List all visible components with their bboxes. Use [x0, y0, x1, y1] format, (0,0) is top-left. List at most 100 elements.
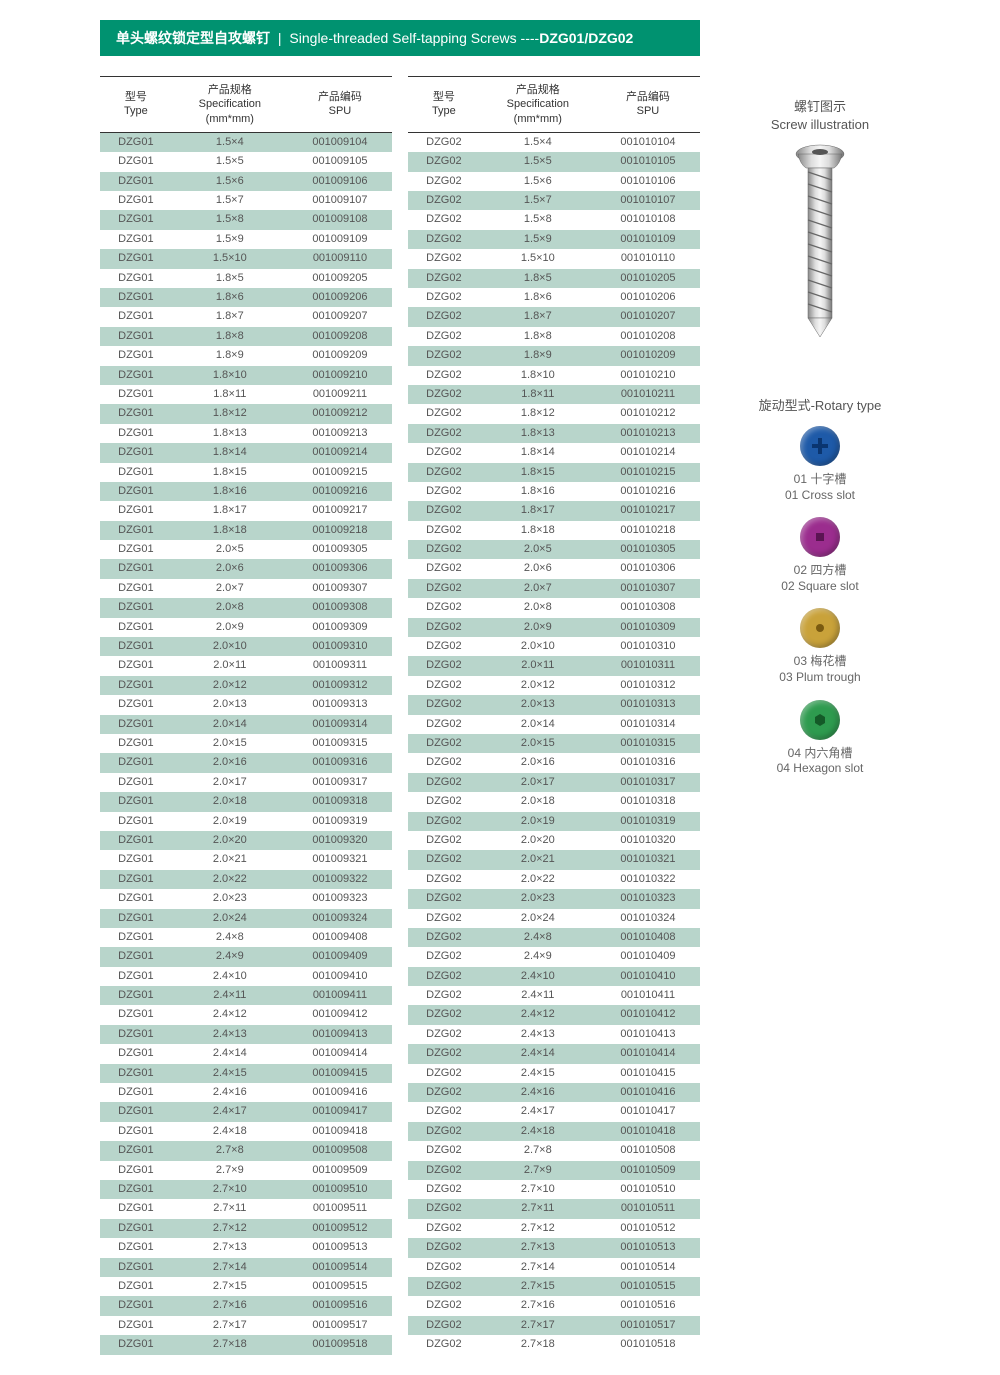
cell-spec: 1.8×15: [480, 463, 596, 482]
table-row: DZG022.0×13001010313: [408, 695, 700, 714]
cell-type: DZG02: [408, 346, 480, 365]
table-row: DZG012.0×10001009310: [100, 637, 392, 656]
cell-type: DZG02: [408, 831, 480, 850]
cell-spu: 001010209: [596, 346, 700, 365]
table-row: DZG021.5×5001010105: [408, 152, 700, 171]
table-row: DZG022.4×16001010416: [408, 1083, 700, 1102]
cell-spec: 1.8×14: [172, 443, 288, 462]
cell-spu: 001010107: [596, 191, 700, 210]
cell-spec: 2.0×12: [172, 676, 288, 695]
cell-spu: 001009315: [288, 734, 392, 753]
cell-spec: 2.7×18: [172, 1335, 288, 1354]
cell-type: DZG02: [408, 540, 480, 559]
cell-spu: 001010315: [596, 734, 700, 753]
table-row: DZG022.0×10001010310: [408, 637, 700, 656]
rotary-item: 04 内六角槽04 Hexagon slot: [720, 700, 920, 777]
cell-type: DZG01: [100, 210, 172, 229]
screw-icon: [790, 142, 850, 342]
cell-type: DZG02: [408, 618, 480, 637]
cell-spec: 2.7×12: [480, 1219, 596, 1238]
table-row: DZG021.8×15001010215: [408, 463, 700, 482]
cell-spu: 001010306: [596, 559, 700, 578]
cell-type: DZG02: [408, 288, 480, 307]
cell-type: DZG02: [408, 1122, 480, 1141]
cell-spu: 001010412: [596, 1005, 700, 1024]
cell-spec: 1.5×10: [172, 249, 288, 268]
cell-type: DZG01: [100, 152, 172, 171]
cell-type: DZG02: [408, 870, 480, 889]
cell-type: DZG01: [100, 1219, 172, 1238]
cell-type: DZG01: [100, 773, 172, 792]
cell-spu: 001010207: [596, 307, 700, 326]
cell-spec: 2.0×22: [480, 870, 596, 889]
cell-type: DZG02: [408, 812, 480, 831]
col-type: 型号Type: [408, 77, 480, 133]
illus-title-en: Screw illustration: [720, 117, 920, 132]
rotary-title: 旋动型式-Rotary type: [720, 395, 920, 414]
cell-spec: 1.5×7: [172, 191, 288, 210]
cell-spec: 2.7×18: [480, 1335, 596, 1354]
cell-type: DZG02: [408, 230, 480, 249]
cell-spu: 001010417: [596, 1102, 700, 1121]
rotary-item: 02 四方槽02 Square slot: [720, 517, 920, 594]
cell-type: DZG02: [408, 404, 480, 423]
cell-type: DZG01: [100, 1316, 172, 1335]
cell-spec: 2.4×9: [172, 947, 288, 966]
cell-spu: 001010408: [596, 928, 700, 947]
table-row: DZG021.8×13001010213: [408, 424, 700, 443]
table-row: DZG012.0×18001009318: [100, 792, 392, 811]
cell-spec: 2.7×10: [172, 1180, 288, 1199]
table-row: DZG022.0×7001010307: [408, 579, 700, 598]
tables-wrap: 型号Type 产品规格Specification(mm*mm) 产品编码SPU …: [100, 76, 700, 1355]
cell-type: DZG02: [408, 1335, 480, 1354]
cell-type: DZG02: [408, 1277, 480, 1296]
table-row: DZG012.0×13001009313: [100, 695, 392, 714]
table-row: DZG012.7×15001009515: [100, 1277, 392, 1296]
table-row: DZG012.4×16001009416: [100, 1083, 392, 1102]
rotary-label: 01 十字槽01 Cross slot: [720, 472, 920, 503]
cell-spu: 001010110: [596, 249, 700, 268]
cell-type: DZG02: [408, 172, 480, 191]
cell-type: DZG02: [408, 1025, 480, 1044]
cell-spu: 001010211: [596, 385, 700, 404]
cell-spu: 001010312: [596, 676, 700, 695]
cell-type: DZG01: [100, 501, 172, 520]
cell-spec: 2.0×14: [172, 715, 288, 734]
cell-spu: 001009517: [288, 1316, 392, 1335]
col-spec: 产品规格Specification(mm*mm): [480, 77, 596, 133]
table-row: DZG022.4×9001010409: [408, 947, 700, 966]
cell-spec: 2.4×18: [172, 1122, 288, 1141]
cell-type: DZG02: [408, 637, 480, 656]
table-row: DZG022.0×21001010321: [408, 850, 700, 869]
cell-type: DZG01: [100, 1005, 172, 1024]
col-spu: 产品编码SPU: [288, 77, 392, 133]
cell-spu: 001010208: [596, 327, 700, 346]
table-row: DZG021.8×8001010208: [408, 327, 700, 346]
table-row: DZG012.0×20001009320: [100, 831, 392, 850]
cell-spu: 001010310: [596, 637, 700, 656]
cell-spec: 1.8×12: [172, 404, 288, 423]
cell-spec: 2.7×15: [480, 1277, 596, 1296]
cell-spec: 2.4×13: [172, 1025, 288, 1044]
cell-spec: 2.0×11: [480, 656, 596, 675]
cell-spec: 1.8×16: [172, 482, 288, 501]
cell-spu: 001010309: [596, 618, 700, 637]
table-row: DZG022.0×11001010311: [408, 656, 700, 675]
cell-type: DZG02: [408, 579, 480, 598]
cell-spu: 001010518: [596, 1335, 700, 1354]
cell-type: DZG02: [408, 1141, 480, 1160]
cell-spu: 001009208: [288, 327, 392, 346]
cell-type: DZG02: [408, 249, 480, 268]
cell-spu: 001010320: [596, 831, 700, 850]
cell-type: DZG02: [408, 385, 480, 404]
cell-spu: 001009216: [288, 482, 392, 501]
cell-type: DZG01: [100, 443, 172, 462]
cell-type: DZG02: [408, 967, 480, 986]
table-row: DZG022.7×17001010517: [408, 1316, 700, 1335]
rotary-circle-icon: [800, 517, 840, 557]
table-row: DZG022.4×12001010412: [408, 1005, 700, 1024]
table-row: DZG022.7×10001010510: [408, 1180, 700, 1199]
cell-spu: 001009108: [288, 210, 392, 229]
cell-type: DZG01: [100, 172, 172, 191]
table-row: DZG012.4×8001009408: [100, 928, 392, 947]
